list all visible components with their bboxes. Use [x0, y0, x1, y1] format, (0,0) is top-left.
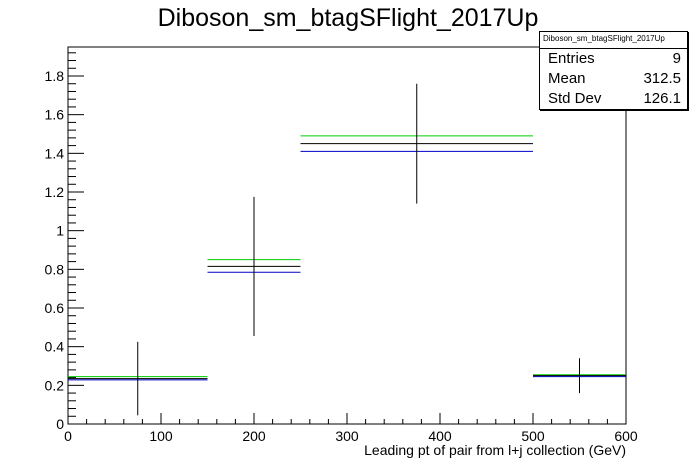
x-tick-label: 100 — [149, 428, 173, 444]
y-tick-label: 1.2 — [45, 184, 65, 200]
chart-title: Diboson_sm_btagSFlight_2017Up — [157, 4, 539, 32]
y-tick-label: 0.6 — [45, 300, 65, 316]
x-tick-label: 300 — [335, 428, 359, 444]
stats-row-mean: Mean 312.5 — [540, 69, 687, 89]
y-tick-label: 0.8 — [45, 261, 65, 277]
stats-value: 126.1 — [643, 90, 681, 107]
y-tick-label: 0 — [56, 416, 64, 432]
stats-box: Diboson_sm_btagSFlight_2017Up Entries 9 … — [539, 31, 688, 110]
y-tick-label: 0.2 — [45, 377, 65, 393]
stats-row-stddev: Std Dev 126.1 — [540, 89, 687, 109]
y-tick-label: 1.8 — [45, 68, 65, 84]
x-axis-label: Leading pt of pair from l+j collection (… — [364, 442, 626, 458]
x-tick-label: 0 — [64, 428, 72, 444]
stats-box-title: Diboson_sm_btagSFlight_2017Up — [540, 32, 687, 49]
stats-label: Entries — [548, 50, 595, 67]
y-tick-label: 1.6 — [45, 107, 65, 123]
stats-label: Mean — [548, 70, 586, 87]
x-tick-label: 500 — [521, 428, 545, 444]
stats-row-entries: Entries 9 — [540, 49, 687, 69]
x-tick-label: 600 — [614, 428, 638, 444]
stats-value: 312.5 — [643, 70, 681, 87]
stats-label: Std Dev — [548, 90, 602, 107]
x-tick-label: 400 — [428, 428, 452, 444]
y-tick-label: 1 — [56, 223, 64, 239]
x-tick-label: 200 — [242, 428, 266, 444]
y-tick-label: 0.4 — [45, 339, 65, 355]
y-tick-label: 1.4 — [45, 145, 65, 161]
stats-value: 9 — [672, 50, 681, 67]
